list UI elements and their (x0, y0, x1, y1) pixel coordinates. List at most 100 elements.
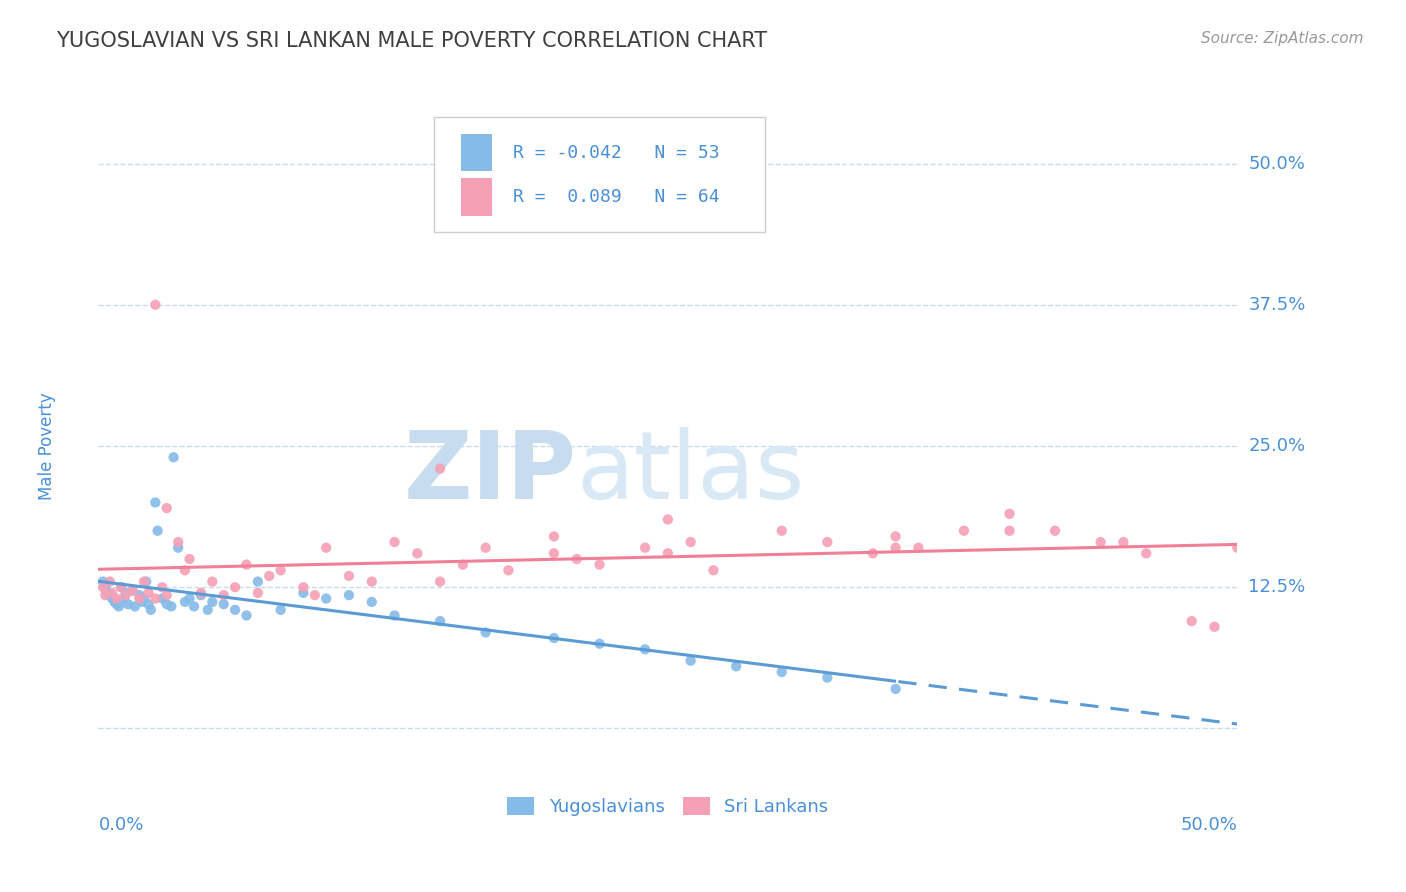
Point (94, 580, 117, 594)
Point (543, 631, 565, 645)
FancyBboxPatch shape (461, 178, 492, 216)
Point (1112, 535, 1135, 549)
Point (1135, 546, 1157, 560)
Point (105, 597, 128, 611)
Point (146, 524, 169, 538)
Point (201, 595, 224, 609)
Point (657, 512, 679, 526)
Point (953, 524, 976, 538)
Point (292, 580, 315, 594)
Point (770, 665, 793, 679)
Point (998, 524, 1021, 538)
Legend: Yugoslavians, Sri Lankans: Yugoslavians, Sri Lankans (501, 789, 835, 823)
Point (91, 580, 114, 594)
Text: ZIP: ZIP (404, 427, 576, 519)
Point (679, 535, 702, 549)
Point (770, 524, 793, 538)
Point (103, 595, 125, 609)
Point (224, 603, 246, 617)
Point (124, 599, 146, 614)
Point (406, 546, 429, 560)
Point (498, 563, 520, 577)
Point (101, 586, 124, 600)
Point (150, 591, 173, 606)
Point (135, 574, 157, 589)
Point (429, 574, 451, 589)
Point (139, 603, 162, 617)
Point (179, 552, 201, 566)
Text: Male Poverty: Male Poverty (38, 392, 56, 500)
Point (91, 574, 114, 589)
Point (679, 654, 702, 668)
Point (907, 541, 929, 555)
Point (884, 541, 907, 555)
Point (246, 574, 269, 589)
Point (292, 586, 315, 600)
Point (190, 588, 212, 602)
FancyBboxPatch shape (461, 134, 492, 171)
Point (337, 569, 360, 583)
Point (588, 558, 610, 572)
Text: 0.0%: 0.0% (98, 815, 143, 833)
Point (702, 563, 724, 577)
Point (138, 597, 160, 611)
Point (270, 603, 292, 617)
Point (190, 586, 212, 600)
FancyBboxPatch shape (434, 117, 765, 233)
Point (360, 595, 382, 609)
Text: YUGOSLAVIAN VS SRI LANKAN MALE POVERTY CORRELATION CHART: YUGOSLAVIAN VS SRI LANKAN MALE POVERTY C… (56, 31, 768, 51)
Point (315, 591, 337, 606)
Point (131, 595, 153, 609)
Point (150, 580, 173, 594)
Point (138, 586, 160, 600)
Point (132, 574, 155, 589)
Point (212, 588, 235, 602)
Text: 25.0%: 25.0% (1249, 437, 1306, 455)
Point (174, 563, 197, 577)
Point (112, 591, 135, 606)
Point (110, 580, 132, 594)
Point (634, 642, 657, 657)
Point (156, 501, 179, 516)
Point (105, 591, 128, 606)
Point (246, 586, 269, 600)
Point (235, 608, 257, 623)
Point (270, 563, 292, 577)
Point (884, 681, 907, 696)
Point (156, 588, 179, 602)
Point (145, 298, 167, 312)
Point (657, 546, 679, 560)
Text: 50.0%: 50.0% (1249, 154, 1305, 172)
Point (360, 574, 382, 589)
Point (179, 591, 201, 606)
Text: 12.5%: 12.5% (1249, 578, 1306, 596)
Point (565, 552, 588, 566)
Point (128, 588, 150, 602)
Point (98, 574, 121, 589)
Point (884, 529, 907, 543)
Point (121, 583, 143, 598)
Point (315, 541, 337, 555)
Point (451, 558, 474, 572)
Point (815, 535, 838, 549)
Point (1043, 524, 1066, 538)
Point (128, 591, 150, 606)
Point (145, 495, 167, 509)
Point (224, 580, 246, 594)
Text: 50.0%: 50.0% (1181, 815, 1237, 833)
Point (815, 671, 838, 685)
Point (162, 450, 184, 465)
Point (110, 580, 132, 594)
Point (114, 588, 136, 602)
Text: R = -0.042   N = 53: R = -0.042 N = 53 (513, 144, 720, 161)
Point (634, 541, 657, 555)
Point (543, 529, 565, 543)
Text: 37.5%: 37.5% (1249, 296, 1306, 314)
Point (1204, 620, 1226, 634)
Text: Source: ZipAtlas.com: Source: ZipAtlas.com (1201, 31, 1364, 46)
Point (201, 574, 224, 589)
Point (174, 595, 197, 609)
Text: R =  0.089   N = 64: R = 0.089 N = 64 (513, 188, 720, 206)
Point (108, 599, 131, 614)
Point (132, 591, 155, 606)
